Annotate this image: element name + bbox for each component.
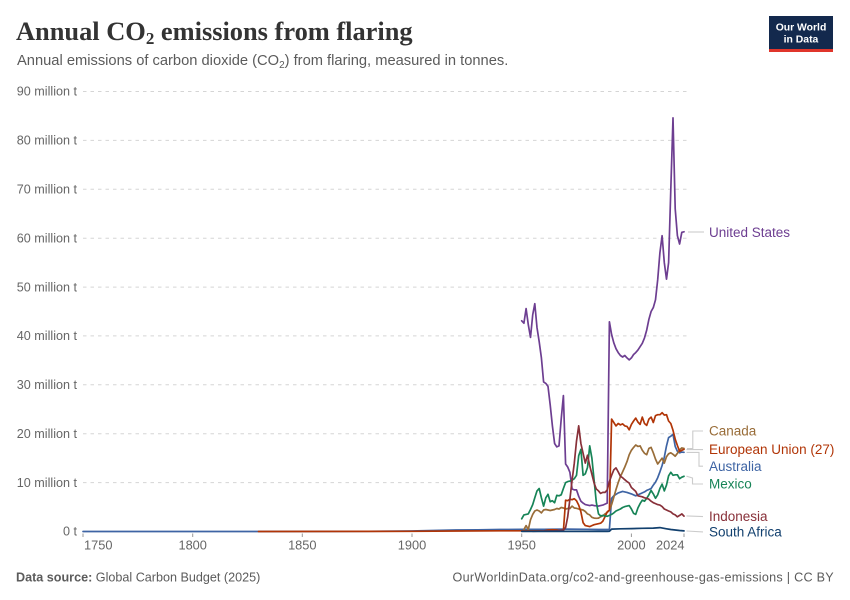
svg-text:1850: 1850	[288, 538, 316, 553]
svg-text:2000: 2000	[617, 538, 645, 553]
svg-text:70 million t: 70 million t	[17, 183, 78, 197]
svg-text:40 million t: 40 million t	[17, 329, 78, 343]
svg-text:0 t: 0 t	[63, 525, 78, 539]
svg-text:Mexico: Mexico	[709, 477, 752, 492]
svg-text:Australia: Australia	[709, 459, 762, 474]
svg-text:50 million t: 50 million t	[17, 280, 78, 294]
svg-text:90 million t: 90 million t	[17, 85, 78, 99]
svg-text:10 million t: 10 million t	[17, 476, 78, 490]
svg-text:European Union (27): European Union (27)	[709, 442, 834, 457]
svg-text:30 million t: 30 million t	[17, 378, 78, 392]
svg-text:Data source: Global Carbon Bud: Data source: Global Carbon Budget (2025)	[16, 571, 260, 585]
svg-text:United States: United States	[709, 225, 790, 240]
svg-text:Annual CO2 emissions from flar: Annual CO2 emissions from flaring	[16, 16, 413, 48]
svg-text:in Data: in Data	[784, 34, 819, 45]
svg-text:South Africa: South Africa	[709, 524, 782, 539]
svg-text:1750: 1750	[84, 538, 112, 553]
svg-text:80 million t: 80 million t	[17, 134, 78, 148]
svg-text:1900: 1900	[398, 538, 426, 553]
svg-text:Canada: Canada	[709, 424, 757, 439]
svg-text:60 million t: 60 million t	[17, 231, 78, 245]
svg-text:1800: 1800	[178, 538, 206, 553]
svg-text:Our World: Our World	[776, 22, 827, 33]
svg-text:Annual emissions of carbon dio: Annual emissions of carbon dioxide (CO2)…	[17, 53, 508, 71]
svg-text:OurWorldinData.org/co2-and-gre: OurWorldinData.org/co2-and-greenhouse-ga…	[453, 571, 835, 585]
svg-text:Indonesia: Indonesia	[709, 509, 768, 524]
svg-text:20 million t: 20 million t	[17, 427, 78, 441]
svg-text:1950: 1950	[507, 538, 535, 553]
svg-text:2024: 2024	[656, 538, 684, 553]
